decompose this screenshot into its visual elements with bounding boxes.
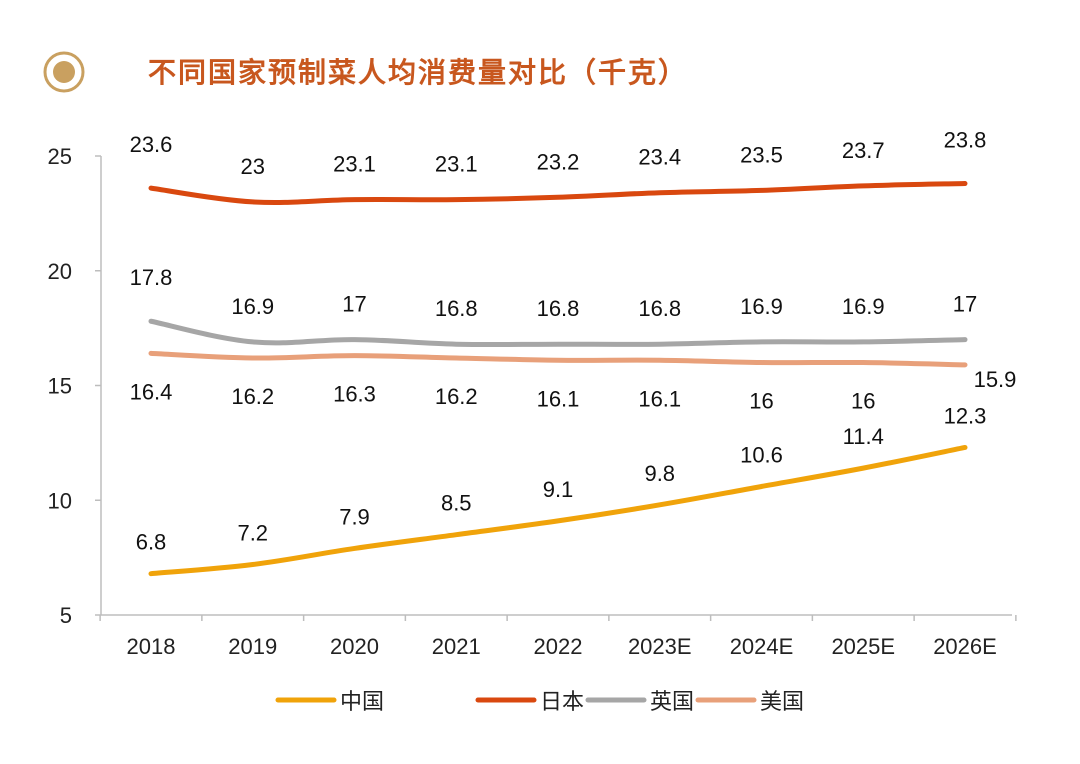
x-tick-label: 2025E: [831, 634, 895, 659]
x-tick-label: 2019: [228, 634, 277, 659]
data-label-china: 6.8: [136, 530, 167, 555]
data-label-usa: 16.2: [231, 384, 274, 409]
series-line-china: [148, 444, 968, 577]
data-label-uk: 17.8: [130, 265, 173, 290]
data-label-china: 7.2: [237, 521, 268, 546]
series-line-japan: [148, 181, 968, 205]
data-label-usa: 16.2: [435, 384, 478, 409]
data-label-usa: 16.3: [333, 382, 376, 407]
legend-label-usa: 美国: [760, 690, 804, 715]
legend-label-uk: 英国: [650, 690, 694, 715]
data-label-usa: 16.4: [130, 379, 173, 404]
data-label-china: 9.1: [543, 477, 574, 502]
data-label-uk: 16.8: [435, 296, 478, 321]
x-tick-label: 2026E: [933, 634, 997, 659]
y-tick-label: 25: [48, 144, 72, 169]
data-label-uk: 16.9: [231, 294, 274, 319]
data-label-uk: 17: [342, 292, 366, 317]
y-tick-label: 20: [48, 259, 72, 284]
data-label-japan: 23: [241, 154, 265, 179]
x-tick-label: 2018: [127, 634, 176, 659]
data-label-uk: 16.8: [638, 296, 681, 321]
x-tick-label: 2023E: [628, 634, 692, 659]
x-tick-label: 2021: [432, 634, 481, 659]
data-label-usa: 16: [749, 389, 773, 414]
data-label-japan: 23.7: [842, 138, 885, 163]
data-label-china: 10.6: [740, 442, 783, 467]
data-label-japan: 23.4: [638, 145, 681, 170]
data-label-uk: 17: [953, 292, 977, 317]
data-label-china: 11.4: [843, 424, 884, 449]
data-label-japan: 23.5: [740, 142, 783, 167]
data-label-uk: 16.9: [740, 294, 783, 319]
data-label-uk: 16.9: [842, 294, 885, 319]
legend-label-china: 中国: [340, 690, 384, 715]
y-tick-label: 15: [48, 374, 72, 399]
legend-label-japan: 日本: [540, 690, 584, 715]
data-label-japan: 23.1: [435, 152, 478, 177]
data-label-japan: 23.6: [130, 132, 173, 157]
data-label-usa: 16.1: [537, 386, 580, 411]
data-label-usa: 16.1: [638, 386, 681, 411]
chart-title: 不同国家预制菜人均消费量对比（千克）: [148, 56, 689, 89]
data-label-china: 8.5: [441, 491, 472, 516]
title-bullet-icon: [43, 51, 85, 93]
x-tick-label: 2022: [534, 634, 583, 659]
data-label-china: 7.9: [339, 504, 370, 529]
data-label-japan: 23.1: [333, 152, 376, 177]
data-label-usa: 15.9: [974, 367, 1017, 392]
x-tick-label: 2020: [330, 634, 379, 659]
series-line-uk: [148, 318, 968, 348]
data-label-japan: 23.2: [537, 149, 580, 174]
y-tick-label: 10: [48, 488, 72, 513]
data-label-uk: 16.8: [537, 296, 580, 321]
data-label-usa: 16: [851, 389, 875, 414]
data-label-japan: 23.8: [944, 128, 987, 153]
data-label-china: 9.8: [644, 461, 675, 486]
y-tick-label: 5: [60, 603, 72, 628]
x-tick-label: 2024E: [730, 634, 794, 659]
data-label-china: 12.3: [944, 403, 987, 428]
series-line-usa: [148, 350, 968, 368]
